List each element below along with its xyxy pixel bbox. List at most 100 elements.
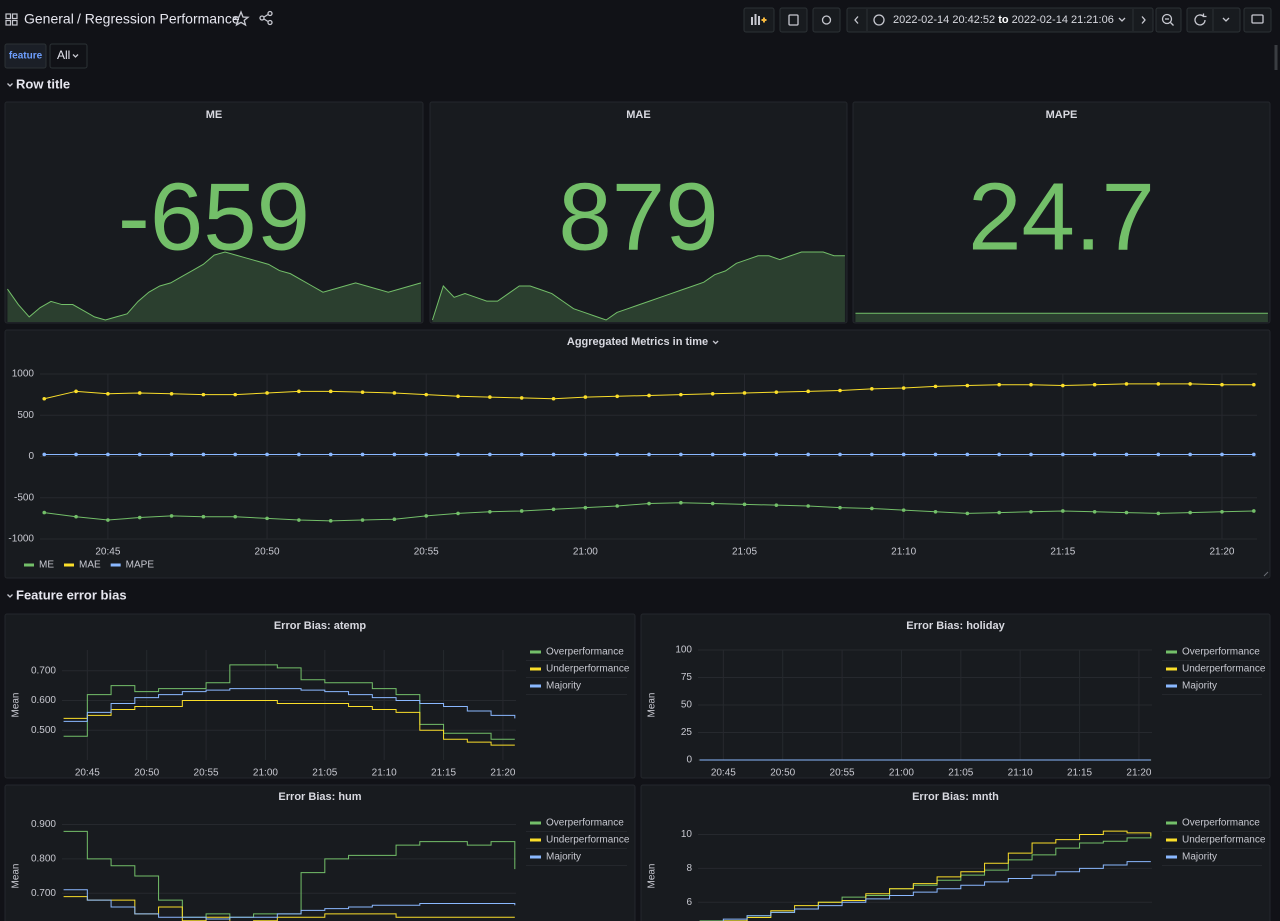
y-tick-label: 0.800 xyxy=(31,853,56,864)
x-tick-label: 21:05 xyxy=(948,768,973,779)
chart-title: Error Bias: atemp xyxy=(274,620,367,632)
data-point xyxy=(774,452,779,457)
data-point xyxy=(997,510,1001,515)
data-point xyxy=(901,386,906,390)
resize-handle xyxy=(1263,571,1269,577)
data-point xyxy=(965,452,970,457)
settings-button[interactable] xyxy=(812,7,841,33)
legend-label: Majority xyxy=(546,852,581,863)
variable-label: feature xyxy=(9,51,43,62)
zoom-out-button[interactable] xyxy=(1155,7,1182,33)
data-point xyxy=(201,452,206,457)
sparkline xyxy=(7,251,422,321)
data-point xyxy=(265,452,269,457)
stat-panel xyxy=(429,101,848,324)
share-icon[interactable] xyxy=(259,10,273,26)
data-point xyxy=(870,506,874,511)
data-point xyxy=(488,509,492,514)
stat-title: MAE xyxy=(626,109,650,121)
data-point xyxy=(392,391,397,395)
data-point xyxy=(551,507,556,512)
data-point xyxy=(456,394,460,399)
stat-panel xyxy=(852,101,1271,324)
data-point xyxy=(1252,509,1256,513)
data-point xyxy=(360,452,365,457)
row-collapse-icon[interactable] xyxy=(7,83,13,87)
chart-title: Aggregated Metrics in time xyxy=(567,336,708,348)
row-collapse-icon[interactable] xyxy=(7,594,13,598)
data-point xyxy=(297,389,301,394)
legend-label: Overperformance xyxy=(1182,647,1260,658)
chart-menu-icon xyxy=(712,340,719,345)
data-point xyxy=(742,502,747,507)
stat-value: -659 xyxy=(118,163,310,270)
y-axis-label: Mean xyxy=(647,863,658,888)
settings-icon xyxy=(821,15,832,25)
breadcrumb-root[interactable]: General xyxy=(24,11,74,27)
data-point xyxy=(710,452,715,457)
legend-label: Overperformance xyxy=(1182,818,1260,829)
time-picker[interactable] xyxy=(846,7,1154,33)
data-point xyxy=(169,392,174,396)
legend-label: Majority xyxy=(1182,852,1217,863)
x-tick-label: 20:55 xyxy=(194,768,219,779)
data-point xyxy=(265,391,269,395)
save-button[interactable] xyxy=(779,7,808,33)
data-point xyxy=(456,511,460,516)
data-point xyxy=(1252,382,1256,387)
x-tick-label: 21:15 xyxy=(431,768,456,779)
legend-label: Underperformance xyxy=(1182,664,1266,675)
tv-mode-button[interactable] xyxy=(1243,7,1272,33)
row-title[interactable]: Feature error bias xyxy=(16,587,127,602)
data-point xyxy=(583,505,588,510)
y-tick-label: 6 xyxy=(686,897,692,908)
dashboard-title: / Regression Performance xyxy=(77,11,240,27)
y-tick-label: -500 xyxy=(14,492,34,503)
data-point xyxy=(233,452,238,457)
data-point xyxy=(137,391,142,395)
chart-title: Error Bias: hum xyxy=(278,791,361,803)
star-icon[interactable] xyxy=(232,10,250,27)
data-point xyxy=(870,387,874,391)
data-point xyxy=(647,501,651,506)
sparkline-area xyxy=(432,252,845,322)
variable-select[interactable] xyxy=(49,43,88,69)
data-point xyxy=(1029,509,1033,514)
data-point xyxy=(615,504,619,508)
data-point xyxy=(615,394,619,399)
variable-dropdown-icon xyxy=(72,54,79,58)
data-point xyxy=(1188,510,1192,515)
data-point xyxy=(551,396,556,401)
data-point xyxy=(710,501,715,506)
legend-label: Underperformance xyxy=(1182,835,1266,846)
x-tick-label: 21:20 xyxy=(1209,547,1234,558)
clock-icon xyxy=(873,14,885,26)
series-line xyxy=(63,688,516,722)
time-forward-icon[interactable] xyxy=(1141,16,1146,24)
row-title[interactable]: Row title xyxy=(16,76,70,91)
series-line xyxy=(722,830,1152,921)
app-icon[interactable] xyxy=(5,13,18,26)
data-point xyxy=(297,452,301,457)
data-point xyxy=(997,452,1001,457)
x-tick-label: 20:45 xyxy=(95,547,120,558)
time-range[interactable]: 2022-02-14 20:42:52 to 2022-02-14 21:21:… xyxy=(893,14,1114,26)
time-from: 2022-02-14 20:42:52 xyxy=(893,14,995,26)
data-point xyxy=(997,382,1001,387)
data-point xyxy=(647,452,651,457)
save-icon xyxy=(788,14,799,26)
data-point xyxy=(806,389,810,394)
data-point xyxy=(583,452,588,457)
data-point xyxy=(74,514,78,519)
sparkline-area xyxy=(7,252,421,322)
x-tick-label: 20:55 xyxy=(414,547,439,558)
x-tick-label: 21:00 xyxy=(573,547,598,558)
data-point xyxy=(1252,452,1256,457)
data-point xyxy=(1061,452,1065,457)
data-point xyxy=(42,510,47,515)
data-point xyxy=(901,508,906,512)
sparkline-area xyxy=(855,313,1268,322)
refresh-dropdown-icon[interactable] xyxy=(1222,17,1230,22)
y-tick-label: 0.900 xyxy=(31,819,56,830)
data-point xyxy=(1124,510,1129,515)
